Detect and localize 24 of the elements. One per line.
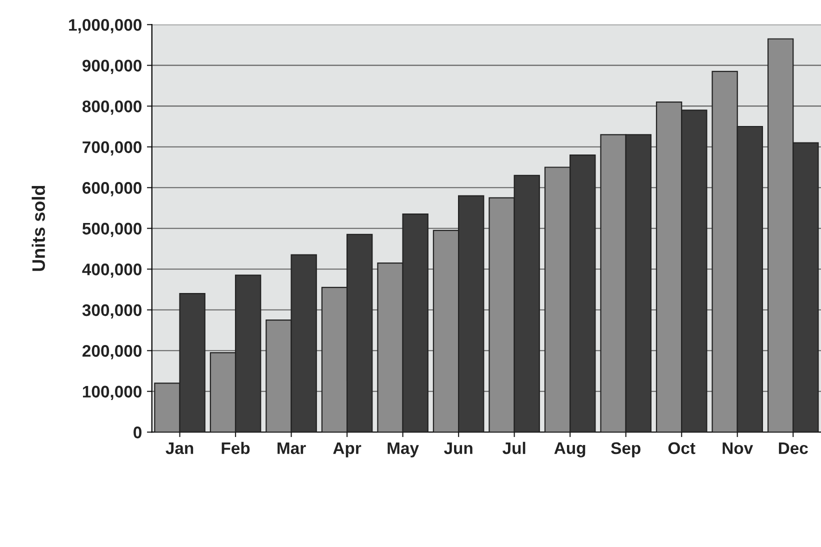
y-tick-label: 100,000: [82, 386, 142, 400]
x-tick-label: May: [388, 442, 419, 458]
x-tick-label: Aug: [554, 442, 586, 458]
y-tick-label: 200,000: [82, 345, 142, 360]
y-tick-label: 800,000: [82, 100, 142, 115]
x-tick-label: Feb: [222, 442, 250, 454]
y-tick-label: 300,000: [82, 304, 142, 318]
x-tick-label: Jan: [166, 442, 194, 454]
x-tick-label: Jun: [444, 442, 472, 454]
x-tick-label: Nov: [722, 442, 754, 454]
y-tick-label: 900,000: [82, 60, 142, 74]
x-tick-label: Apr: [333, 442, 362, 458]
x-tick-label: Sep: [611, 442, 640, 458]
y-tick-label: 1,000,000: [69, 19, 142, 34]
y-tick-label: 700,000: [82, 141, 142, 156]
y-tick-label: 600,000: [82, 182, 142, 196]
x-tick-label: Jul: [502, 442, 526, 454]
x-tick-label: Dec: [778, 442, 808, 454]
y-tick-label: 500,000: [82, 222, 142, 237]
x-tick-label: Oct: [668, 442, 696, 454]
y-tick-label: 400,000: [82, 264, 142, 278]
y-axis-title: Units sold: [32, 186, 46, 271]
x-tick-label: Mar: [278, 442, 306, 454]
y-tick-label: 0: [134, 426, 142, 438]
